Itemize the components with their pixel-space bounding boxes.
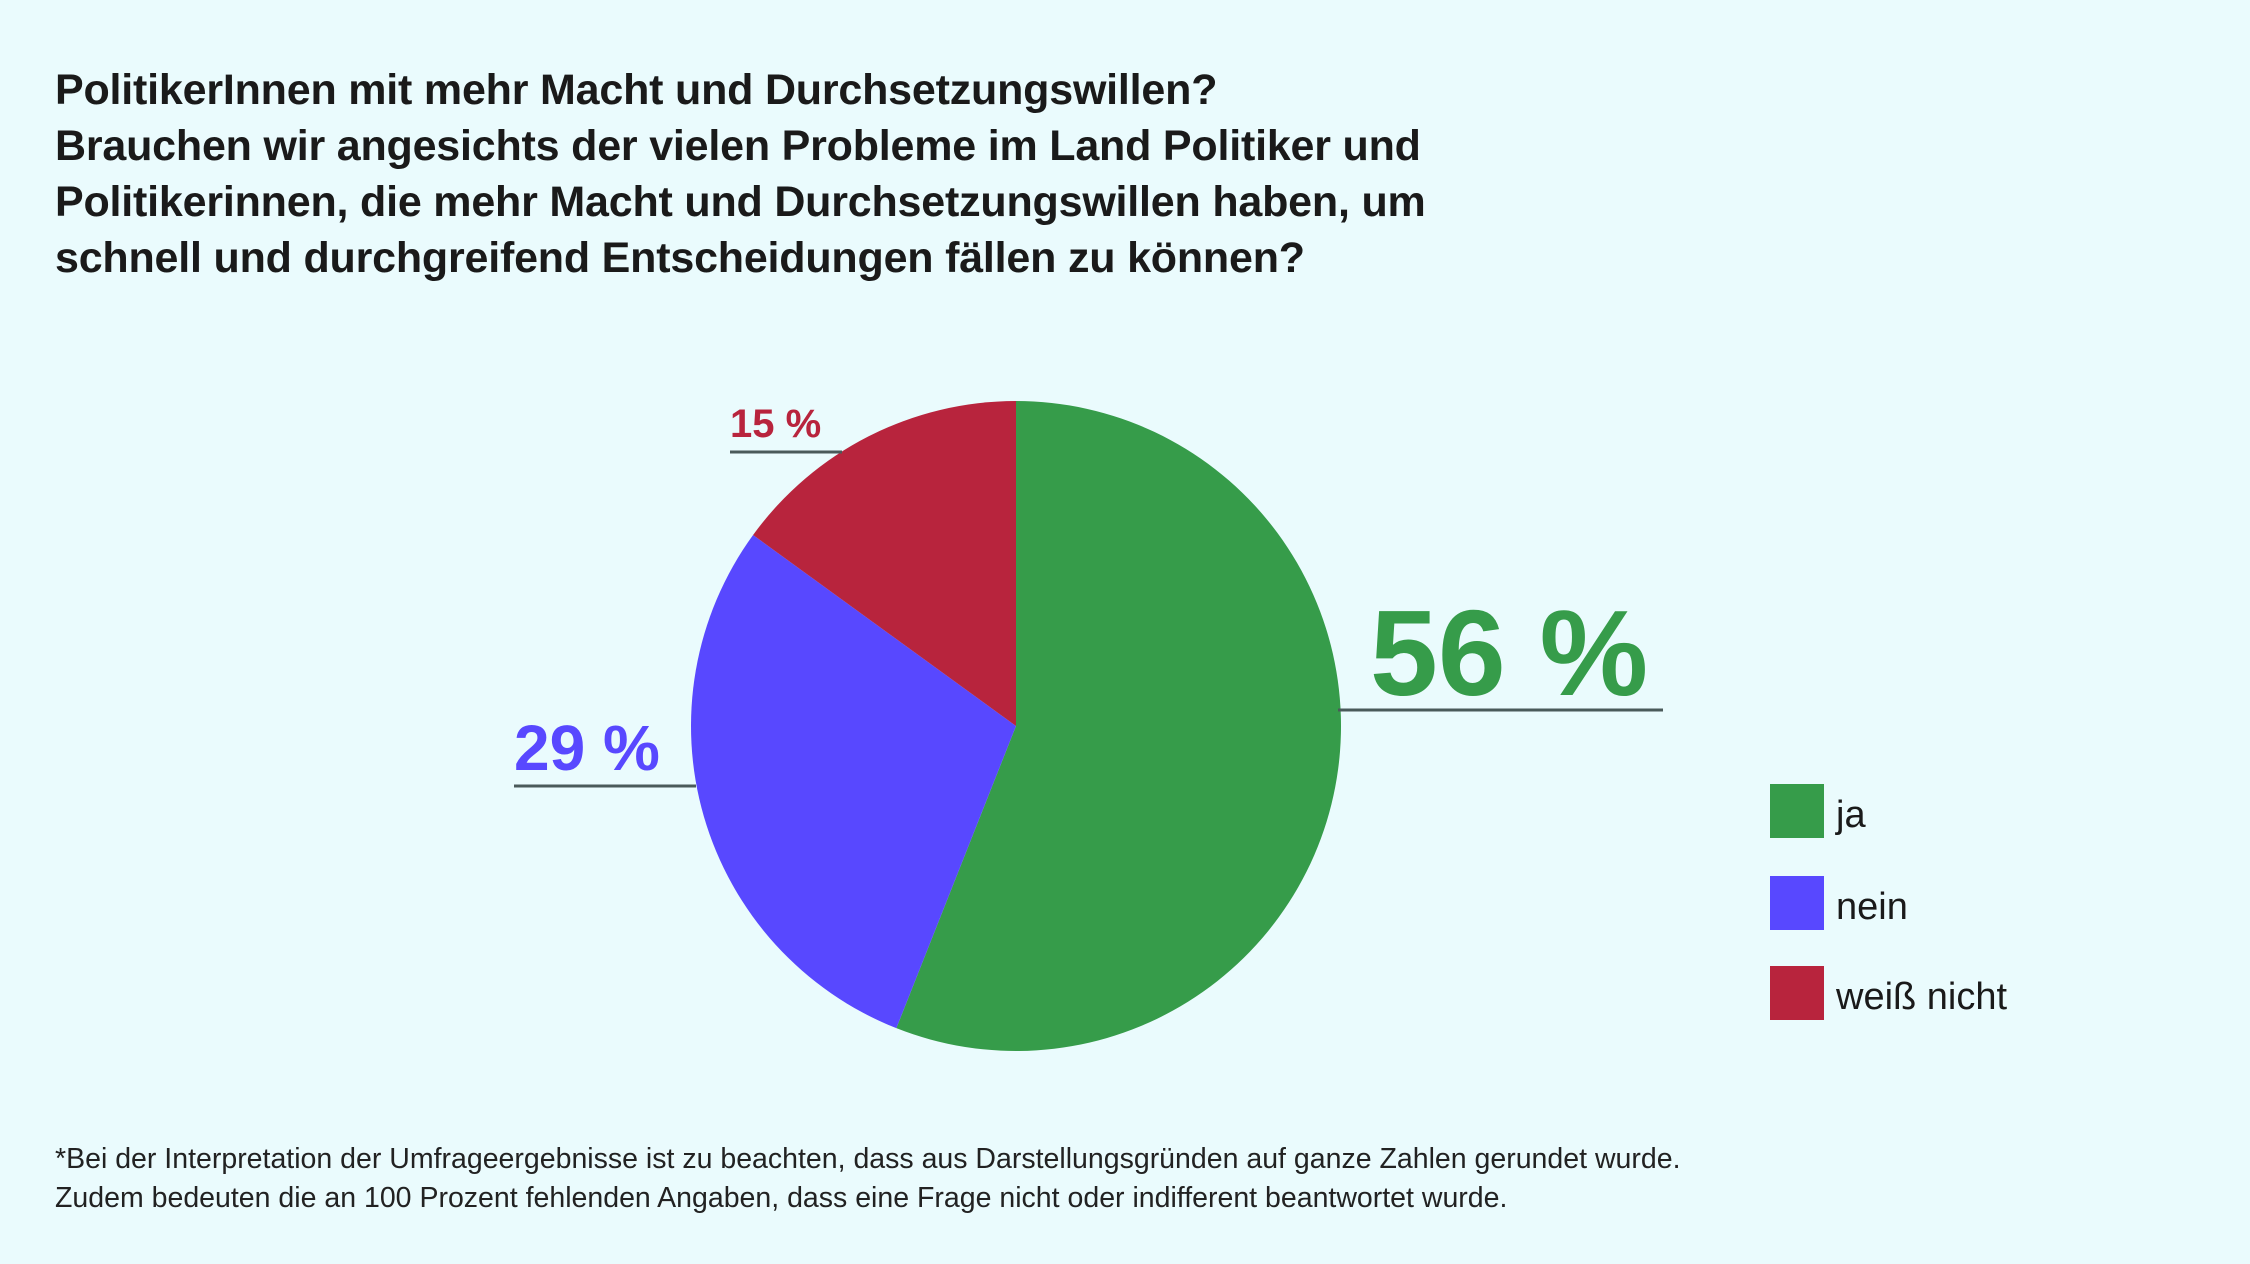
- pie-slice-weiss-nicht: [753, 401, 1016, 726]
- question-line-2: Politikerinnen, die mehr Macht und Durch…: [55, 178, 1426, 226]
- legend-label-ja: ja: [1835, 794, 1866, 836]
- chart-title-block: PolitikerInnen mit mehr Macht und Durchs…: [55, 62, 1755, 286]
- slice-label-ja: 56 %: [1370, 585, 1648, 721]
- slice-label-nein: 29 %: [514, 712, 660, 784]
- legend: ja nein weiß nicht: [1770, 784, 2007, 1020]
- legend-swatch-nein: [1770, 876, 1824, 930]
- legend-item-weiss-nicht: weiß nicht: [1770, 966, 2007, 1020]
- slice-label-weiss-nicht: 15 %: [730, 402, 821, 446]
- legend-label-nein: nein: [1836, 886, 1908, 928]
- pie-slice-nein: [690, 534, 1016, 1029]
- legend-swatch-ja: [1770, 784, 1824, 838]
- footnote-line-2: Zudem bedeuten die an 100 Prozent fehlen…: [55, 1182, 1508, 1214]
- pie-slice-ja: [896, 401, 1341, 1051]
- legend-item-ja: ja: [1770, 784, 1866, 838]
- footnote: *Bei der Interpretation der Umfrageergeb…: [55, 1140, 2155, 1218]
- question-line-3: schnell und durchgreifend Entscheidungen…: [55, 234, 1305, 282]
- question-line-1: Brauchen wir angesichts der vielen Probl…: [55, 122, 1421, 170]
- legend-swatch-weiss-nicht: [1770, 966, 1824, 1020]
- legend-label-weiss-nicht: weiß nicht: [1835, 976, 2007, 1018]
- pie-slices: [690, 401, 1341, 1051]
- legend-item-nein: nein: [1770, 876, 1908, 930]
- footnote-line-1: *Bei der Interpretation der Umfrageergeb…: [55, 1143, 1681, 1175]
- chart-heading: PolitikerInnen mit mehr Macht und Durchs…: [55, 66, 1218, 114]
